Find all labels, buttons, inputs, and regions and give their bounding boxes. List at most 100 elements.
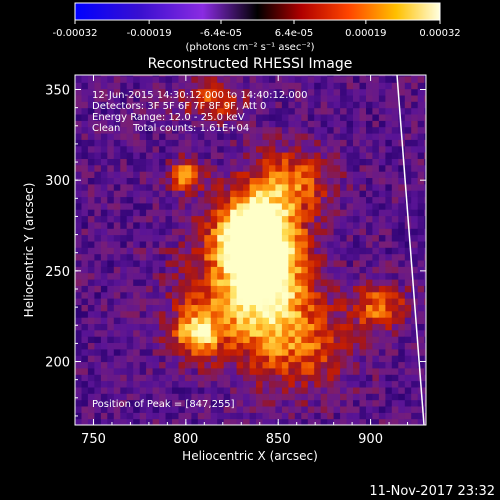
heatmap-cell [204, 386, 212, 394]
heatmap-cell [424, 94, 426, 102]
heatmap-cell [249, 374, 257, 382]
heatmap-cell [178, 158, 186, 166]
heatmap-cell [197, 304, 205, 312]
heatmap-cell [391, 412, 399, 420]
heatmap-cell [184, 329, 192, 337]
heatmap-cell [320, 196, 328, 204]
heatmap-cell [178, 367, 186, 375]
heatmap-cell [146, 412, 154, 420]
heatmap-cell [223, 374, 231, 382]
heatmap-cell [327, 152, 335, 159]
heatmap-cell [281, 393, 289, 401]
heatmap-cell [424, 260, 426, 267]
heatmap-cell [256, 215, 264, 223]
heatmap-cell [210, 418, 218, 425]
heatmap-cell [269, 291, 277, 299]
heatmap-cell [217, 348, 225, 356]
heatmap-cell [404, 317, 412, 324]
heatmap-cell [184, 190, 192, 198]
heatmap-cell [340, 75, 348, 83]
heatmap-cell [184, 336, 192, 343]
heatmap-cell [366, 139, 374, 147]
heatmap-cell [107, 171, 115, 178]
heatmap-cell [340, 342, 348, 350]
heatmap-cell [366, 355, 374, 363]
heatmap-cell [333, 94, 341, 102]
heatmap-cell [275, 177, 283, 185]
heatmap-cell [391, 380, 399, 388]
heatmap-cell [249, 412, 257, 420]
heatmap-cell [353, 209, 361, 217]
heatmap-cell [172, 221, 180, 229]
heatmap-cell [94, 266, 102, 274]
heatmap-cell [210, 393, 218, 401]
heatmap-cell [249, 158, 257, 166]
heatmap-cell [223, 342, 231, 350]
heatmap-cell [353, 380, 361, 388]
heatmap-cell [172, 393, 180, 401]
heatmap-cell [262, 348, 270, 356]
heatmap-cell [301, 393, 309, 401]
heatmap-cell [217, 393, 225, 401]
heatmap-cell [204, 215, 212, 223]
heatmap-cell [100, 101, 108, 109]
heatmap-cell [327, 367, 335, 375]
heatmap-cell [152, 298, 160, 305]
heatmap-cell [378, 120, 386, 128]
heatmap-cell [262, 304, 270, 312]
heatmap-cell [184, 88, 192, 96]
heatmap-cell [178, 310, 186, 318]
heatmap-cell [281, 342, 289, 350]
heatmap-cell [307, 285, 315, 293]
heatmap-cell [424, 158, 426, 166]
heatmap-cell [249, 120, 257, 128]
heatmap-cell [366, 266, 374, 274]
heatmap-cell [243, 310, 251, 318]
heatmap-cell [172, 361, 180, 369]
heatmap-cell [152, 348, 160, 356]
heatmap-cell [288, 152, 296, 159]
heatmap-cell [417, 139, 425, 147]
heatmap-cell [178, 190, 186, 198]
heatmap-cell [359, 139, 367, 147]
heatmap-cell [172, 310, 180, 318]
heatmap-cell [223, 183, 231, 191]
heatmap-cell [113, 361, 121, 369]
heatmap-cell [398, 164, 406, 172]
heatmap-cell [81, 183, 89, 191]
heatmap-cell [346, 234, 354, 242]
heatmap-cell [307, 101, 315, 109]
heatmap-cell [120, 374, 128, 382]
heatmap-cell [275, 221, 283, 229]
heatmap-cell [417, 317, 425, 324]
heatmap-cell [404, 133, 412, 140]
heatmap-cell [288, 120, 296, 128]
heatmap-cell [184, 247, 192, 255]
heatmap-cell [184, 240, 192, 248]
heatmap-cell [87, 183, 95, 191]
heatmap-cell [249, 75, 257, 77]
heatmap-cell [346, 158, 354, 166]
heatmap-cell [236, 380, 244, 388]
heatmap-cell [359, 215, 367, 223]
heatmap-cell [217, 253, 225, 261]
heatmap-cell [107, 190, 115, 198]
heatmap-cell [294, 88, 302, 96]
heatmap-cell [301, 253, 309, 261]
heatmap-cell [75, 279, 83, 286]
heatmap-cell [152, 228, 160, 236]
heatmap-cell [191, 386, 199, 394]
heatmap-cell [320, 367, 328, 375]
heatmap-cell [359, 317, 367, 324]
heatmap-cell [159, 177, 167, 185]
heatmap-cell [217, 101, 225, 109]
heatmap-cell [346, 133, 354, 140]
heatmap-cell [152, 126, 160, 134]
heatmap-cell [204, 94, 212, 102]
heatmap-cell [294, 221, 302, 229]
heatmap-cell [191, 94, 199, 102]
heatmap-cell [417, 177, 425, 185]
heatmap-cell [327, 164, 335, 172]
heatmap-cell [301, 145, 309, 153]
heatmap-cell [146, 317, 154, 324]
